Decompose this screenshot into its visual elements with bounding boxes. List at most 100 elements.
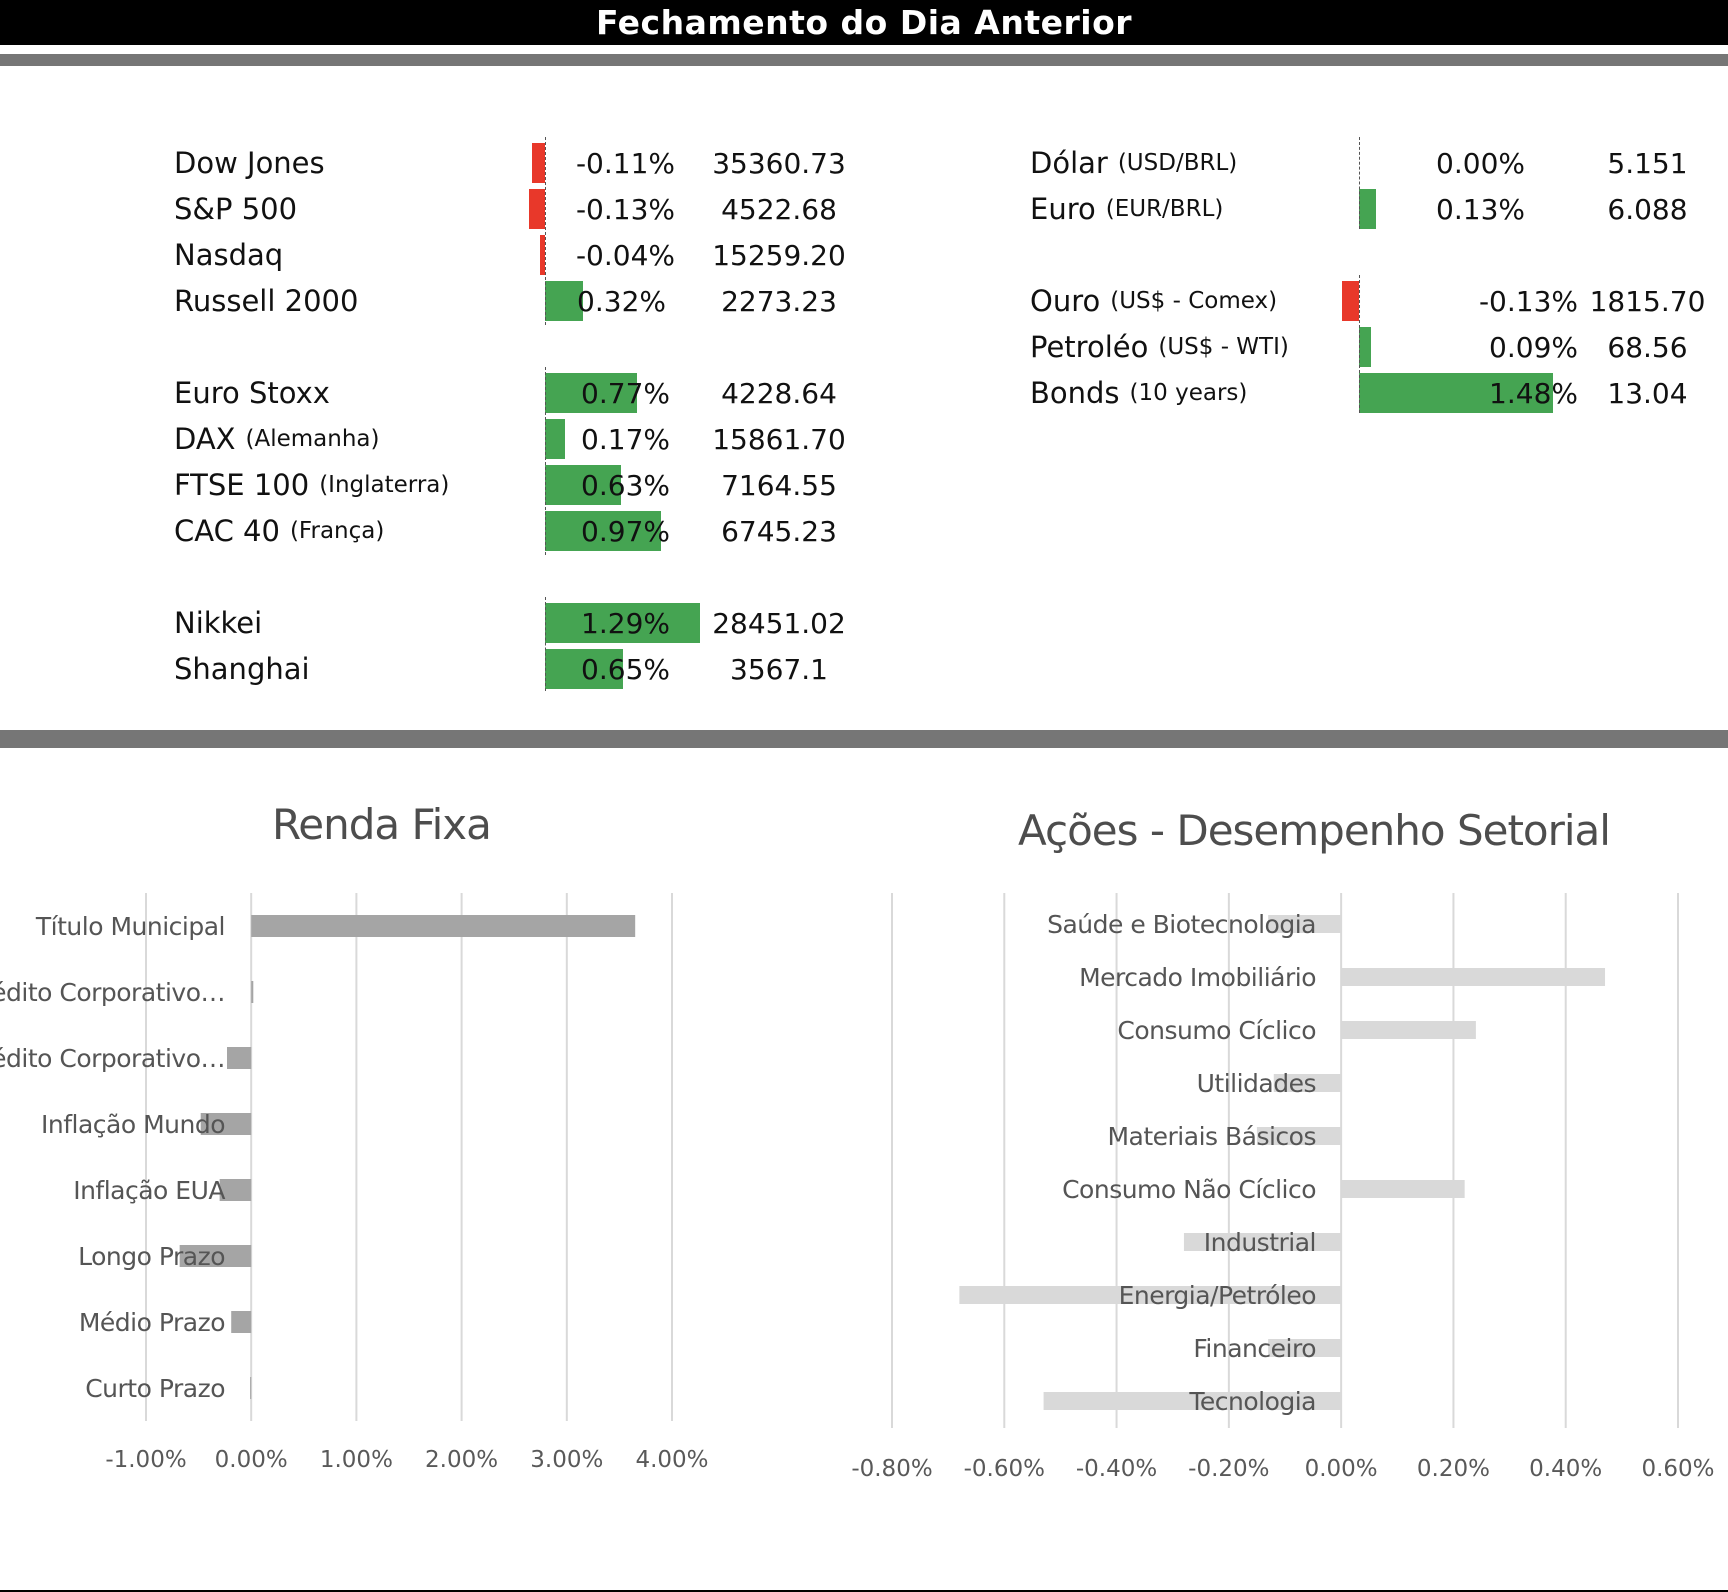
row-bonds: Bonds (10 years) 1.48% 13.04 xyxy=(1030,371,1720,415)
tick-label: -0.60% xyxy=(964,1456,1045,1482)
category-label: Médio Prazo xyxy=(79,1308,225,1337)
page-header: Fechamento do Dia Anterior xyxy=(0,0,1728,45)
close-value: 15259.20 xyxy=(712,238,846,272)
category-label: Energia/Petróleo xyxy=(1119,1281,1316,1310)
category-label: Tecnologia xyxy=(1188,1387,1316,1416)
tick-label: -0.20% xyxy=(1188,1456,1269,1482)
instrument-sublabel: (Inglaterra) xyxy=(319,472,450,498)
instrument-name: S&P 500 xyxy=(174,187,297,231)
change-percent: 1.29% xyxy=(581,606,670,640)
change-percent: 0.09% xyxy=(1489,330,1578,364)
page-title: Fechamento do Dia Anterior xyxy=(595,3,1133,42)
bar xyxy=(1256,1127,1342,1145)
instrument-label: DAX xyxy=(174,422,236,456)
change-percent: 0.77% xyxy=(581,376,670,410)
tick-label: 0.00% xyxy=(215,1447,288,1473)
instrument-name: Shanghai xyxy=(174,647,310,691)
bar xyxy=(1341,1180,1465,1198)
instrument-label: Dow Jones xyxy=(174,146,325,180)
close-value: 4228.64 xyxy=(721,376,837,410)
change-percent: 0.00% xyxy=(1436,146,1525,180)
row-ouro: Ouro (US$ - Comex) -0.13% 1815.70 xyxy=(1030,279,1720,323)
instrument-name: DAX (Alemanha) xyxy=(174,417,380,461)
change-bar xyxy=(545,373,638,413)
bar xyxy=(231,1311,252,1333)
bottom-divider xyxy=(0,1590,1728,1592)
row-dow-jones: Dow Jones -0.11% 35360.73 xyxy=(174,141,874,185)
change-percent: 0.13% xyxy=(1436,192,1525,226)
change-bar xyxy=(1359,327,1371,367)
instrument-sublabel: (10 years) xyxy=(1129,380,1248,406)
change-bar xyxy=(545,649,623,689)
tick-label: -0.40% xyxy=(1076,1456,1157,1482)
change-percent: -0.13% xyxy=(1478,284,1578,318)
instrument-name: CAC 40 (França) xyxy=(174,509,384,553)
close-value: 68.56 xyxy=(1607,330,1688,364)
change-bar xyxy=(531,143,545,183)
bar xyxy=(1268,915,1342,933)
row-cac-40: CAC 40 (França) 0.97% 6745.23 xyxy=(174,509,874,553)
change-percent: 0.17% xyxy=(581,422,670,456)
bar xyxy=(1043,1392,1342,1410)
tick-label: -0.80% xyxy=(851,1456,932,1482)
renda-fixa-chart: -1.00% 0.00% 1.00% 2.00% 3.00% 4.00% Título Mu… xyxy=(0,893,709,1473)
instrument-label: Euro xyxy=(1030,192,1096,226)
category-label: Consumo Não Cíclico xyxy=(1062,1175,1316,1204)
bar xyxy=(1273,1074,1342,1092)
instrument-label: Russell 2000 xyxy=(174,284,359,318)
instrument-label: Nikkei xyxy=(174,606,263,640)
category-label: Mercado Imobiliário xyxy=(1079,963,1316,992)
change-bar xyxy=(540,235,545,275)
zero-baseline xyxy=(545,597,546,691)
tick-label: 4.00% xyxy=(635,1447,708,1473)
instrument-name: Dow Jones xyxy=(174,141,325,185)
change-bar xyxy=(1341,281,1359,321)
category-label: Longo Prazo xyxy=(78,1242,225,1271)
category-label: Financeiro xyxy=(1193,1334,1316,1363)
close-value: 1815.70 xyxy=(1589,284,1706,318)
row-euro: Euro (EUR/BRL) 0.13% 6.088 xyxy=(1030,187,1720,231)
instrument-name: FTSE 100 (Inglaterra) xyxy=(174,463,449,507)
category-label: Crédito Corporativo… xyxy=(0,1044,225,1073)
row-dax: DAX (Alemanha) 0.17% 15861.70 xyxy=(174,417,874,461)
close-value: 6.088 xyxy=(1607,192,1688,226)
row-russell-2000: Russell 2000 0.32% 2273.23 xyxy=(174,279,874,323)
instrument-label: Petroléo xyxy=(1030,330,1149,364)
middle-divider xyxy=(0,730,1728,748)
row-ftse-100: FTSE 100 (Inglaterra) 0.63% 7164.55 xyxy=(174,463,874,507)
renda-fixa-title: Renda Fixa xyxy=(272,800,492,849)
bar xyxy=(1341,968,1606,986)
change-percent: -0.11% xyxy=(575,146,675,180)
tick-label: 0.60% xyxy=(1641,1456,1714,1482)
instrument-label: Shanghai xyxy=(174,652,310,686)
close-value: 28451.02 xyxy=(712,606,846,640)
row-s-p-500: S&P 500 -0.13% 4522.68 xyxy=(174,187,874,231)
instrument-sublabel: (EUR/BRL) xyxy=(1105,196,1224,222)
instrument-label: Bonds xyxy=(1030,376,1120,410)
category-label: Industrial xyxy=(1204,1228,1316,1257)
instrument-name: Russell 2000 xyxy=(174,279,358,323)
category-label: Crédito Corporativo… xyxy=(0,978,225,1007)
category-label: Inflação Mundo xyxy=(41,1110,225,1139)
change-percent: 0.32% xyxy=(577,284,666,318)
zero-baseline xyxy=(1359,275,1360,413)
close-value: 5.151 xyxy=(1607,146,1688,180)
instrument-name: Bonds (10 years) xyxy=(1030,371,1247,415)
instrument-name: Nasdaq xyxy=(174,233,283,277)
bar xyxy=(250,1377,252,1399)
bar xyxy=(219,1179,252,1201)
tick-label: 2.00% xyxy=(425,1447,498,1473)
close-value: 4522.68 xyxy=(721,192,837,226)
category-label: Utilidades xyxy=(1197,1069,1316,1098)
bar xyxy=(251,981,254,1003)
acoes-setorial-chart: -0.80% -0.60% -0.40% -0.20% 0.00% 0.20% 0.40% 0… xyxy=(851,893,1715,1482)
row-petroleo: Petroléo (US$ - WTI) 0.09% 68.56 xyxy=(1030,325,1720,369)
change-bar xyxy=(545,465,621,505)
bar xyxy=(200,1113,252,1135)
instrument-sublabel: (Alemanha) xyxy=(245,426,380,452)
category-label: Curto Prazo xyxy=(85,1374,225,1403)
zero-baseline xyxy=(545,137,546,325)
instrument-name: Nikkei xyxy=(174,601,262,645)
category-label: Título Municipal xyxy=(35,912,225,941)
row-nikkei: Nikkei 1.29% 28451.02 xyxy=(174,601,874,645)
